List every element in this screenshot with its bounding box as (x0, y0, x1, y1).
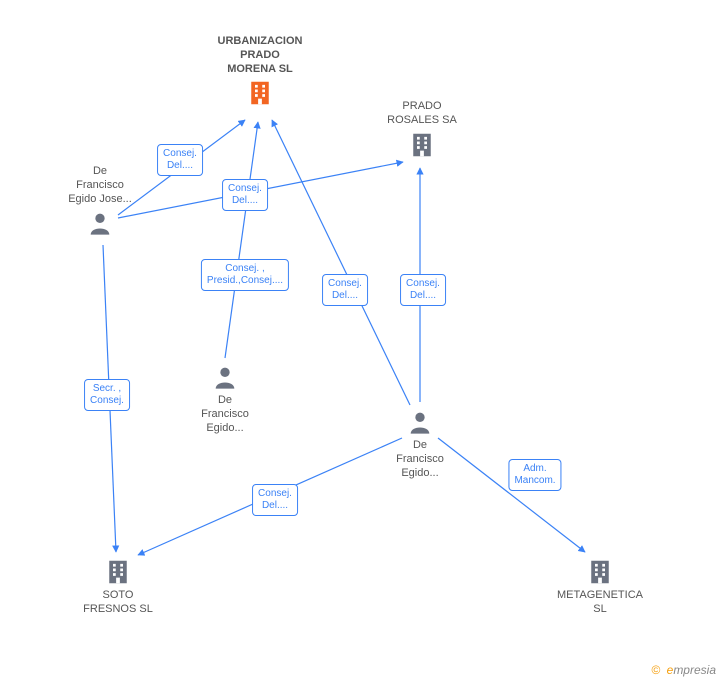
person-icon (403, 405, 437, 439)
node-label: URBANIZACION PRADO MORENA SL (218, 35, 303, 76)
building-icon (405, 128, 439, 162)
edge-label: Adm. Mancom. (508, 459, 561, 491)
node-person3[interactable]: De Francisco Egido... (370, 405, 470, 480)
person-icon (83, 206, 117, 240)
edge-label: Consej. Del.... (222, 179, 268, 211)
node-label: SOTO FRESNOS SL (83, 589, 153, 617)
building-main-icon (243, 76, 277, 110)
node-person2[interactable]: De Francisco Egido... (175, 360, 275, 435)
node-urbanizacion[interactable]: URBANIZACION PRADO MORENA SL (210, 35, 310, 110)
node-label: De Francisco Egido... (201, 394, 249, 435)
node-soto[interactable]: SOTO FRESNOS SL (68, 555, 168, 617)
building-icon (583, 555, 617, 589)
node-label: De Francisco Egido Jose... (68, 165, 132, 206)
node-prado_rosales[interactable]: PRADO ROSALES SA (372, 100, 472, 162)
edge-line (225, 122, 258, 358)
watermark: © empresia (651, 663, 716, 677)
edge-line (272, 120, 410, 405)
edge-label: Secr. , Consej. (84, 379, 130, 411)
node-label: De Francisco Egido... (396, 439, 444, 480)
edge-label: Consej. Del.... (252, 484, 298, 516)
edge-label: Consej. , Presid.,Consej.... (201, 259, 289, 291)
diagram-canvas: URBANIZACION PRADO MORENA SL PRADO ROSAL… (0, 0, 728, 685)
node-label: METAGENETICA SL (557, 589, 643, 617)
edge-label: Consej. Del.... (322, 274, 368, 306)
building-icon (101, 555, 135, 589)
node-person1[interactable]: De Francisco Egido Jose... (50, 165, 150, 240)
watermark-brand-rest: mpresia (673, 663, 716, 677)
edge-label: Consej. Del.... (157, 144, 203, 176)
edge-label: Consej. Del.... (400, 274, 446, 306)
person-icon (208, 360, 242, 394)
node-label: PRADO ROSALES SA (387, 100, 457, 128)
node-metagenetica[interactable]: METAGENETICA SL (550, 555, 650, 617)
copyright-symbol: © (651, 663, 660, 677)
